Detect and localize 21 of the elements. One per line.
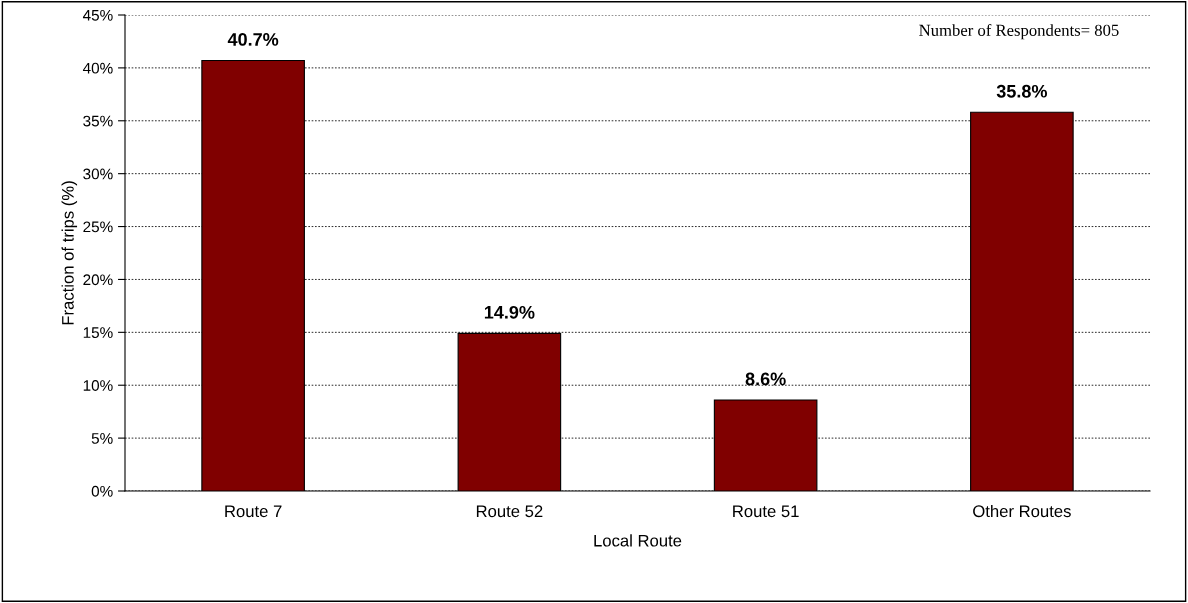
data-label: 14.9% <box>484 305 535 319</box>
y-tick-label: 10% <box>83 380 113 391</box>
x-tick-label: Route 52 <box>476 505 543 518</box>
y-tick-label: 25% <box>83 221 113 233</box>
data-label: 35.8% <box>996 84 1047 98</box>
data-label: 8.6% <box>745 372 786 386</box>
data-label: 40.7% <box>227 33 279 46</box>
x-axis-title: Local Route <box>594 534 682 547</box>
y-tick-label: 20% <box>83 274 113 286</box>
y-tick-label: 0% <box>91 485 113 497</box>
y-tick-label: 15% <box>83 327 113 339</box>
x-tick-label: Route 51 <box>733 505 799 518</box>
y-tick-label: 35% <box>83 115 113 127</box>
y-tick-label: 40% <box>82 62 113 74</box>
y-axis-title: Fraction of trips (%) <box>61 181 78 325</box>
y-tick-label: 45% <box>82 9 113 21</box>
y-tick-label: 30% <box>83 168 113 180</box>
x-tick-label: Other Routes <box>973 504 1071 518</box>
x-tick-label: Route 7 <box>225 505 282 518</box>
annotation: Number of Respondents= 805 <box>919 24 1119 40</box>
y-tick-label: 5% <box>91 433 113 444</box>
